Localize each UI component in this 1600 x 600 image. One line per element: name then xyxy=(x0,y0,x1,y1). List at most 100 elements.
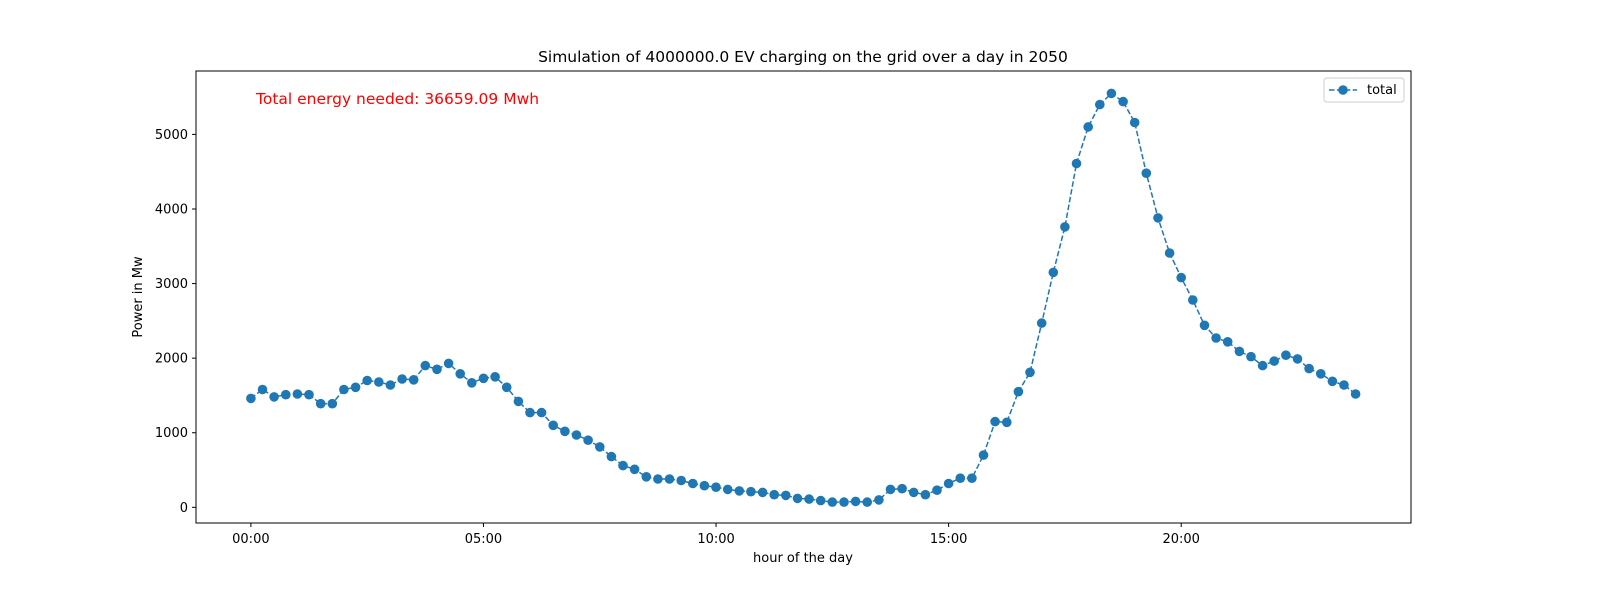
data-point xyxy=(467,378,477,388)
data-point xyxy=(1188,295,1198,305)
data-point xyxy=(1222,337,1233,347)
data-point xyxy=(420,360,431,371)
data-point xyxy=(315,398,326,409)
data-point xyxy=(246,393,256,404)
data-point xyxy=(571,430,582,440)
data-point xyxy=(269,392,279,402)
data-point xyxy=(1013,386,1024,397)
data-point xyxy=(1164,248,1175,258)
y-tick-label: 5000 xyxy=(155,128,188,143)
y-tick-label: 1000 xyxy=(155,426,188,441)
data-point xyxy=(560,426,570,437)
data-point xyxy=(955,473,966,484)
data-point xyxy=(1350,389,1361,399)
data-point xyxy=(815,495,826,506)
data-point xyxy=(920,489,931,500)
data-point xyxy=(478,373,489,384)
data-point xyxy=(653,474,663,484)
data-point xyxy=(304,389,314,400)
data-point xyxy=(711,482,721,493)
total-energy-annotation: Total energy needed: 36659.09 Mwh xyxy=(255,90,539,108)
data-point xyxy=(1071,158,1082,169)
data-point xyxy=(536,407,547,418)
data-point xyxy=(978,450,989,460)
x-axis-label: hour of the day xyxy=(753,551,853,566)
data-point xyxy=(850,496,861,507)
data-point xyxy=(1153,213,1163,223)
data-point xyxy=(1095,99,1105,110)
series-markers-total xyxy=(246,88,1361,507)
data-point xyxy=(862,497,872,507)
x-tick-label: 00:00 xyxy=(232,532,269,547)
data-point xyxy=(1129,117,1140,128)
chart-title: Simulation of 4000000.0 EV charging on t… xyxy=(538,48,1068,66)
x-tick-label: 05:00 xyxy=(465,532,502,547)
data-point xyxy=(1327,376,1338,387)
data-point xyxy=(1141,168,1152,178)
legend-box xyxy=(1323,77,1405,103)
data-point xyxy=(1304,363,1314,374)
data-point xyxy=(583,435,593,446)
data-point xyxy=(397,374,407,384)
data-point xyxy=(292,389,303,399)
data-point xyxy=(1083,122,1093,132)
data-point xyxy=(1292,354,1303,364)
data-point xyxy=(792,493,803,504)
data-point xyxy=(932,485,942,496)
data-point xyxy=(1176,272,1186,283)
data-point xyxy=(1281,350,1291,361)
y-axis: 0 1000 2000 3000 4000 5000 xyxy=(155,128,196,516)
data-point xyxy=(699,480,710,491)
data-point xyxy=(606,451,617,462)
data-point xyxy=(1257,360,1268,371)
y-tick-label: 4000 xyxy=(155,202,188,217)
data-point xyxy=(908,487,919,498)
data-point xyxy=(781,490,791,501)
data-point xyxy=(943,478,954,489)
data-point xyxy=(362,375,373,386)
data-point xyxy=(374,377,384,387)
x-axis: 00:00 05:00 10:00 15:00 20:00 xyxy=(232,523,1200,547)
data-point xyxy=(350,382,361,393)
data-point xyxy=(990,416,1000,427)
data-point xyxy=(1211,333,1221,343)
data-point xyxy=(1036,318,1047,328)
data-point xyxy=(1199,320,1210,331)
data-point xyxy=(1048,267,1059,278)
y-tick-label: 0 xyxy=(180,501,188,516)
data-point xyxy=(641,472,652,482)
x-tick-label: 10:00 xyxy=(697,532,734,547)
data-point xyxy=(629,464,640,475)
y-tick-label: 2000 xyxy=(155,352,188,367)
data-point xyxy=(1316,369,1326,379)
data-point xyxy=(408,375,419,385)
y-axis-label: Power in Mw xyxy=(131,256,146,338)
data-point xyxy=(676,475,686,486)
data-point xyxy=(595,442,605,452)
data-point xyxy=(257,384,268,395)
data-point xyxy=(1269,356,1279,366)
data-point xyxy=(1339,380,1349,390)
data-point xyxy=(804,494,814,504)
data-point xyxy=(548,420,558,431)
data-point xyxy=(885,484,896,495)
data-point xyxy=(513,396,524,407)
x-tick-label: 20:00 xyxy=(1162,532,1199,547)
data-point xyxy=(339,384,349,395)
data-point xyxy=(722,484,733,495)
data-point xyxy=(1246,351,1256,362)
data-point xyxy=(664,474,675,484)
data-point xyxy=(385,380,396,390)
data-point xyxy=(746,486,756,497)
data-point xyxy=(897,483,907,494)
legend-marker-swatch xyxy=(1338,85,1348,95)
x-tick-label: 15:00 xyxy=(930,532,967,547)
y-tick-label: 3000 xyxy=(155,277,188,292)
data-point xyxy=(490,372,500,382)
data-point xyxy=(757,487,768,498)
data-point xyxy=(1060,222,1070,232)
data-point xyxy=(525,407,535,418)
data-point xyxy=(1106,88,1117,99)
legend-label: total xyxy=(1367,83,1397,98)
